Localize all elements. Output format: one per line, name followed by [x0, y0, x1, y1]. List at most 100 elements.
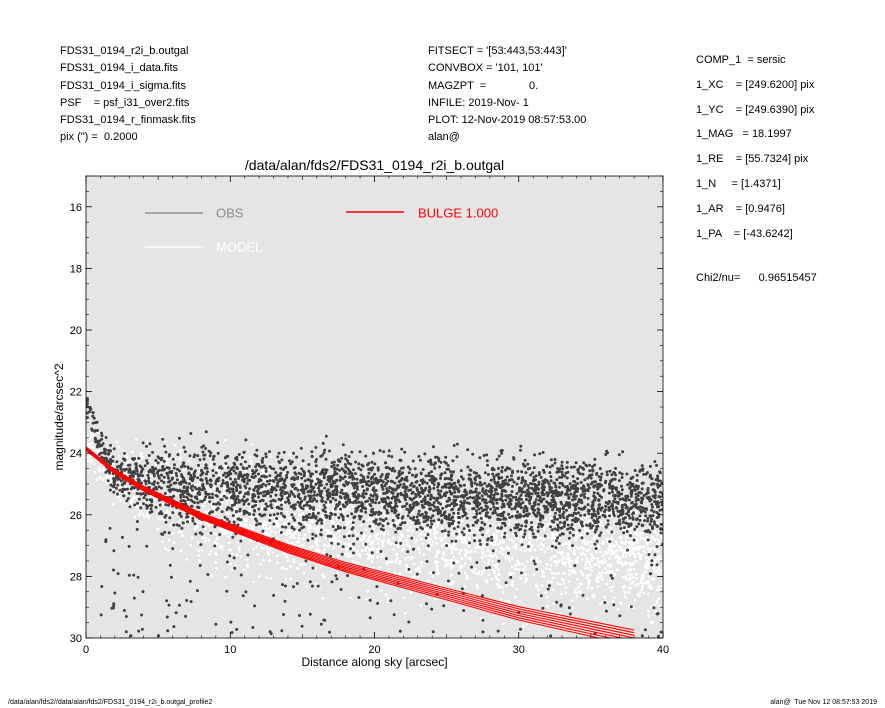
model-point: [346, 507, 349, 511]
obs-point: [494, 507, 498, 510]
obs-point: [440, 529, 444, 533]
obs-point: [180, 474, 184, 478]
model-point: [221, 500, 225, 504]
obs-point: [582, 485, 586, 489]
obs-point: [612, 500, 616, 504]
obs-point: [233, 478, 237, 481]
obs-point: [556, 467, 560, 471]
model-point: [249, 507, 252, 510]
model-point: [433, 532, 436, 536]
obs-point: [618, 513, 622, 517]
obs-point: [568, 531, 572, 535]
obs-point: [556, 528, 560, 532]
obs-point: [143, 493, 147, 497]
model-point: [117, 495, 120, 499]
obs-point: [429, 516, 433, 520]
obs-point: [555, 470, 559, 474]
model-point: [548, 512, 551, 516]
model-point: [433, 528, 436, 532]
obs-point: [172, 494, 176, 498]
obs-point: [498, 518, 502, 522]
model-point: [243, 471, 247, 475]
obs-point: [261, 529, 265, 533]
model-point: [451, 580, 455, 584]
model-point: [561, 543, 565, 546]
obs-point: [625, 512, 629, 516]
obs-point: [95, 445, 99, 449]
obs-point: [508, 516, 512, 520]
obs-point: [595, 539, 599, 543]
obs-point: [632, 538, 636, 542]
obs-point: [520, 481, 524, 485]
model-point: [86, 456, 89, 459]
obs-point: [578, 465, 582, 469]
model-point: [575, 595, 579, 598]
model-point: [417, 534, 421, 538]
obs-point: [495, 498, 499, 502]
model-point: [595, 579, 599, 583]
model-point: [494, 575, 497, 578]
obs-point: [656, 482, 659, 486]
obs-point: [437, 456, 441, 460]
obs-point: [276, 455, 280, 459]
model-point: [463, 585, 467, 588]
model-point: [201, 504, 205, 508]
model-point: [384, 593, 388, 597]
obs-point: [212, 502, 216, 506]
model-point: [568, 573, 571, 576]
obs-point: [205, 472, 208, 476]
obs-point: [550, 544, 554, 548]
obs-point: [314, 470, 318, 474]
obs-point: [514, 504, 518, 508]
obs-point: [196, 505, 200, 509]
model-point: [150, 480, 153, 483]
obs-point: [537, 473, 541, 477]
obs-point: [371, 500, 375, 504]
obs-point: [234, 471, 238, 475]
obs-point: [411, 518, 415, 522]
model-point: [225, 502, 229, 505]
obs-point: [606, 522, 610, 526]
model-point: [207, 524, 211, 528]
model-point: [513, 595, 517, 599]
model-point: [495, 524, 498, 528]
obs-point: [485, 453, 489, 457]
obs-point: [243, 484, 247, 488]
obs-point: [261, 482, 265, 486]
obs-point: [167, 454, 171, 458]
obs-point: [478, 456, 482, 460]
obs-point: [221, 481, 225, 485]
model-point: [474, 567, 477, 571]
header-middle-line: CONVBOX = '101, 101': [428, 62, 543, 75]
obs-point: [118, 488, 122, 492]
obs-point: [556, 507, 559, 511]
model-point: [301, 543, 305, 547]
model-point: [605, 582, 609, 586]
model-point: [477, 572, 480, 576]
obs-point: [596, 507, 600, 511]
model-point: [642, 537, 646, 541]
obs-point: [219, 465, 223, 469]
model-point: [326, 465, 330, 469]
obs-point: [585, 523, 589, 527]
model-point: [545, 546, 549, 550]
obs-point: [650, 503, 654, 506]
model-point: [612, 551, 616, 555]
model-point: [652, 537, 655, 541]
model-point: [639, 579, 643, 583]
obs-point: [333, 507, 337, 511]
model-point: [193, 491, 197, 495]
model-point: [640, 553, 644, 557]
model-point: [295, 507, 299, 511]
obs-point: [226, 485, 230, 489]
model-point: [270, 530, 273, 533]
obs-point: [633, 469, 637, 472]
model-point: [242, 568, 246, 572]
obs-point: [148, 511, 152, 514]
model-point: [220, 528, 224, 532]
model-point: [477, 514, 481, 518]
model-point: [316, 508, 320, 512]
obs-point: [367, 479, 371, 483]
model-point: [634, 573, 638, 576]
obs-point: [648, 522, 652, 526]
